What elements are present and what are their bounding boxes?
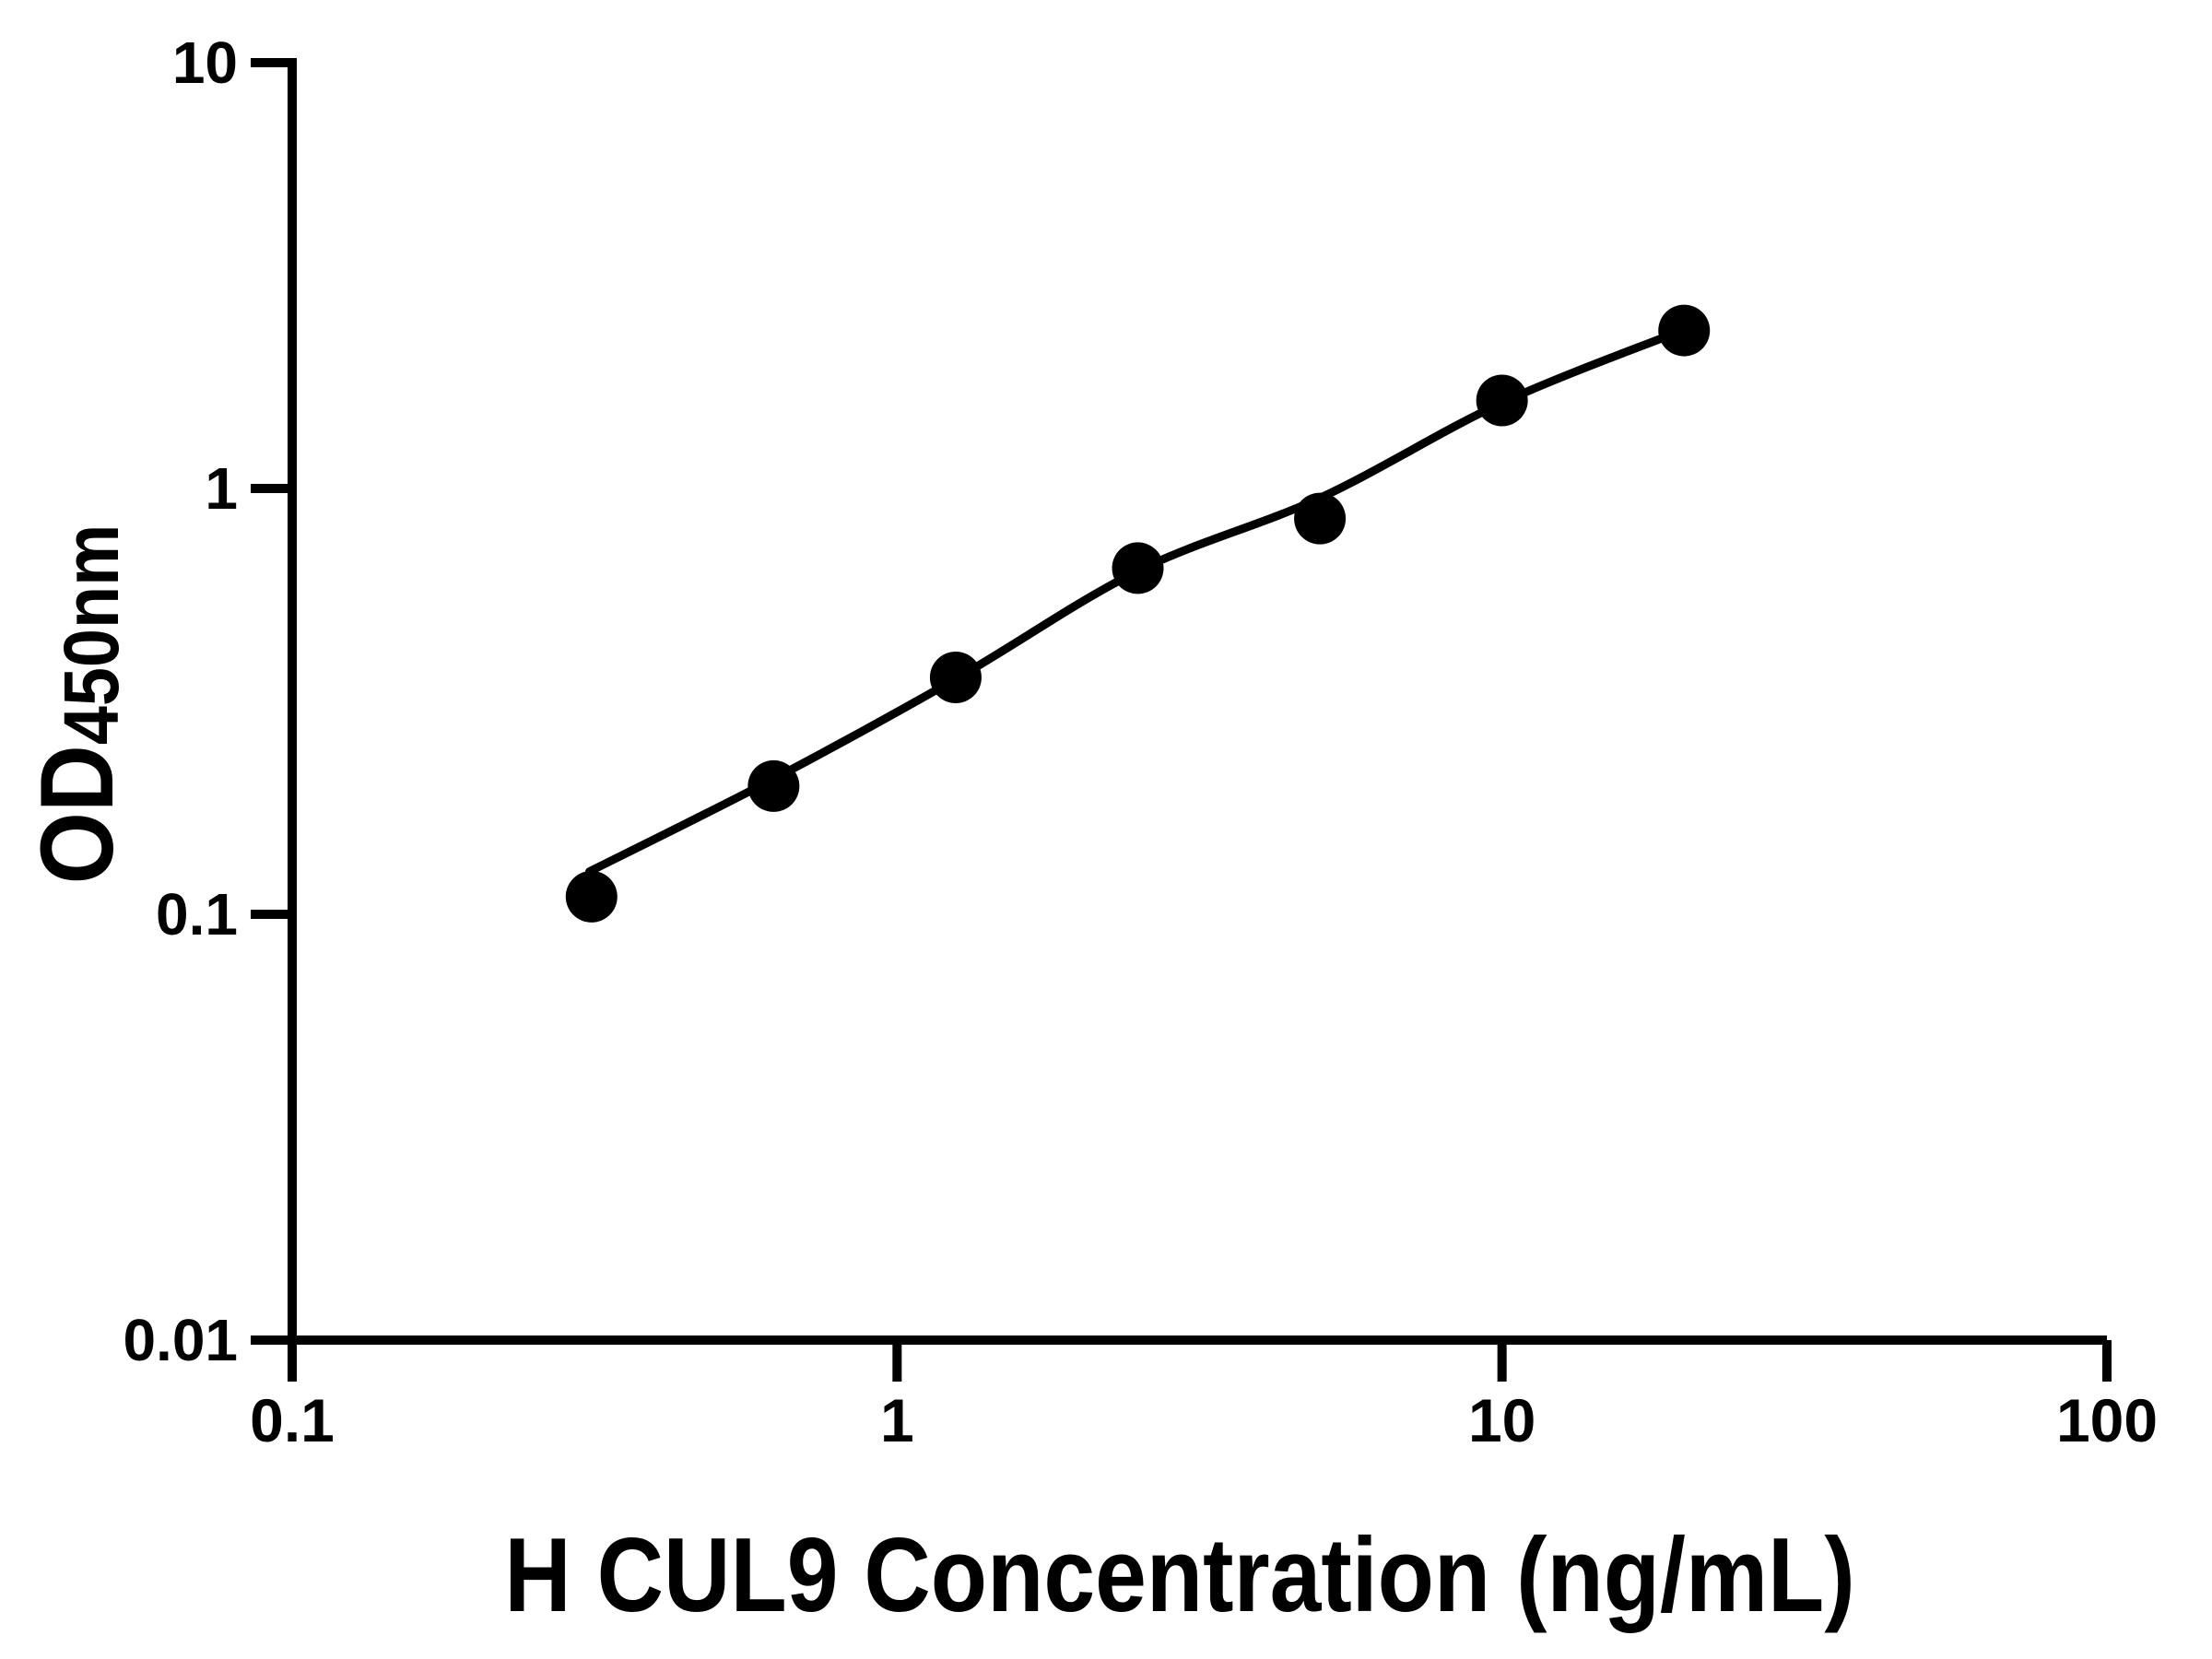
y-axis-title: OD450nm [19, 524, 135, 885]
data-point [747, 759, 800, 812]
x-tick-label: 0.1 [250, 1386, 335, 1454]
x-tick-label: 10 [1468, 1386, 1535, 1454]
x-axis-title: H CUL9 Concentration (ng/mL) [504, 1516, 1854, 1633]
y-tick-label: 0.1 [156, 881, 238, 947]
y-tick-label: 0.01 [123, 1307, 238, 1373]
x-tick-label: 100 [2056, 1386, 2158, 1454]
x-tick-label: 1 [880, 1386, 914, 1454]
y-axis-title-subscript: 450nm [48, 524, 135, 746]
y-axis-title-main: OD [19, 745, 135, 884]
data-point [1112, 542, 1164, 594]
data-point [1476, 374, 1528, 427]
data-point [1294, 492, 1347, 545]
y-tick-label: 10 [172, 29, 238, 96]
y-tick-label: 1 [205, 455, 238, 522]
data-point [1658, 304, 1711, 357]
data-point [929, 651, 982, 703]
data-point [565, 870, 618, 923]
